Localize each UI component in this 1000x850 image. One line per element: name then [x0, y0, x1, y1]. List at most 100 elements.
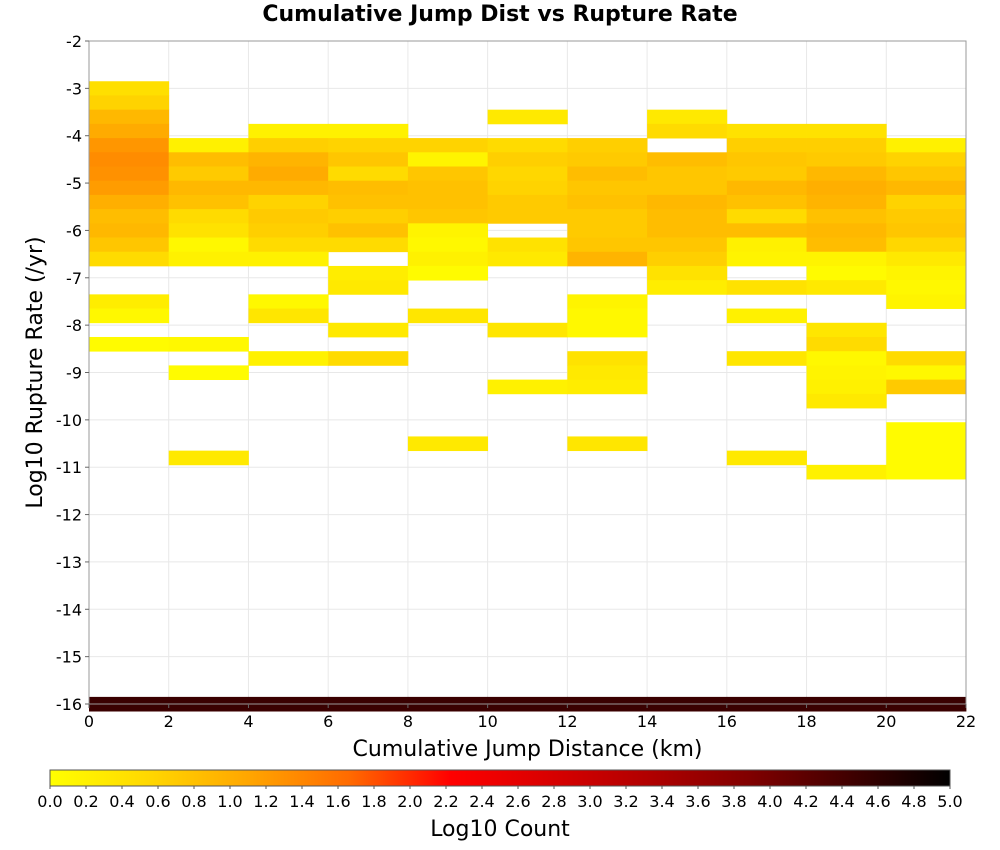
heatmap-cell — [647, 109, 728, 125]
heatmap-cell — [567, 436, 648, 452]
heatmap-cell — [647, 237, 728, 253]
y-tick-label: -5 — [66, 174, 82, 193]
colorbar-tick-label: 1.2 — [253, 792, 278, 811]
heatmap-cell — [407, 166, 489, 182]
heatmap-cell — [248, 152, 329, 167]
colorbar-tick-label: 4.4 — [829, 792, 854, 811]
heatmap-cell — [647, 251, 728, 267]
heatmap-cell — [567, 194, 648, 210]
colorbar-tick-label: 0.0 — [37, 792, 62, 811]
heatmap-cell — [328, 194, 409, 210]
heatmap-cell — [806, 464, 887, 480]
heatmap-cell — [407, 223, 489, 238]
x-tick-label: 18 — [796, 712, 816, 731]
heatmap-cell — [407, 251, 489, 267]
heatmap-cell — [567, 166, 648, 182]
heatmap-cell — [806, 280, 887, 295]
y-tick-label: -14 — [56, 600, 82, 619]
heatmap-cell — [806, 365, 887, 381]
x-tick-label: 10 — [477, 712, 497, 731]
colorbar-label: Log10 Count — [430, 817, 570, 842]
heatmap-cell — [567, 251, 648, 267]
colorbar-tick-label: 3.4 — [649, 792, 674, 811]
colorbar-tick-label: 0.8 — [181, 792, 206, 811]
heatmap-cell — [567, 365, 648, 381]
heatmap-cell — [567, 223, 648, 238]
heatmap-cell — [726, 308, 807, 324]
colorbar-tick-label: 5.0 — [937, 792, 962, 811]
heatmap-cell — [886, 223, 967, 238]
heatmap-cell — [567, 138, 648, 153]
heatmap-cell — [328, 322, 409, 338]
heatmap-cell — [806, 194, 887, 210]
heatmap-cell — [567, 294, 648, 309]
heatmap-cell — [328, 152, 409, 167]
colorbar-tick-label: 4.6 — [865, 792, 890, 811]
heatmap-cell — [726, 123, 807, 139]
heatmap-cell — [328, 237, 409, 253]
y-axis-label: Log10 Rupture Rate (/yr) — [23, 236, 48, 508]
heatmap-cell — [328, 138, 409, 153]
heatmap-cell — [168, 237, 249, 253]
heatmap-cell — [487, 251, 568, 267]
heatmap-cell — [168, 166, 249, 182]
colorbar-tick-label: 0.4 — [109, 792, 134, 811]
heatmap-cell — [886, 138, 967, 153]
heatmap-cell — [89, 223, 170, 238]
x-tick-label: 16 — [717, 712, 737, 731]
heatmap-cell — [806, 322, 887, 338]
heatmap-cell — [487, 166, 568, 182]
heatmap-cell — [328, 223, 409, 238]
heatmap-cell — [567, 180, 648, 196]
heatmap-cell — [886, 180, 967, 196]
x-tick-label: 6 — [323, 712, 333, 731]
heatmap-cell — [806, 265, 887, 281]
heatmap-cell — [328, 123, 409, 139]
heatmap-cell — [248, 123, 329, 139]
heatmap-cell — [806, 237, 887, 253]
heatmap-cell — [806, 336, 887, 352]
heatmap-cell — [328, 351, 409, 366]
heatmap-cell — [248, 138, 329, 153]
heatmap-cell — [886, 450, 967, 466]
heatmap-cell — [168, 450, 249, 466]
y-tick-label: -8 — [66, 316, 82, 335]
colorbar-tick-label: 4.2 — [793, 792, 818, 811]
heatmap-cell — [806, 209, 887, 224]
heatmap-cell — [328, 280, 409, 295]
heatmap-cell — [407, 265, 489, 281]
heatmap-cell — [726, 223, 807, 238]
heatmap-cell — [328, 180, 409, 196]
heatmap-cell — [89, 138, 170, 153]
heatmap-cell — [89, 166, 170, 182]
heatmap-cell — [886, 166, 967, 182]
heatmap-cell — [567, 379, 648, 395]
heatmap-cell — [168, 336, 249, 352]
heatmap-cell — [567, 322, 648, 338]
heatmap-cell — [168, 251, 249, 267]
heatmap-cell — [886, 422, 967, 437]
heatmap-cell — [168, 194, 249, 210]
heatmap-cell — [248, 166, 329, 182]
heatmap-cell — [487, 237, 568, 253]
heatmap-cell — [248, 251, 329, 267]
heatmap-cell — [487, 138, 568, 153]
heatmap-cell — [328, 265, 409, 281]
colorbar-tick-label: 2.6 — [505, 792, 530, 811]
colorbar-tick-label: 0.2 — [73, 792, 98, 811]
heatmap-cell — [168, 209, 249, 224]
heatmap-cell — [726, 280, 807, 295]
heatmap-cells — [89, 81, 967, 712]
heatmap-cell — [647, 152, 728, 167]
x-axis-ticks: 0 2 4 6 8 10 12 14 16 18 20 22 — [84, 704, 976, 731]
heatmap-cell — [886, 464, 967, 480]
heatmap-cell — [886, 294, 967, 309]
heatmap-cell — [647, 180, 728, 196]
heatmap-cell — [806, 138, 887, 153]
heatmap-cell — [886, 209, 967, 224]
heatmap-cell — [89, 251, 170, 267]
heatmap-cell — [806, 180, 887, 196]
y-tick-label: -7 — [66, 269, 82, 288]
heatmap-cell — [567, 237, 648, 253]
